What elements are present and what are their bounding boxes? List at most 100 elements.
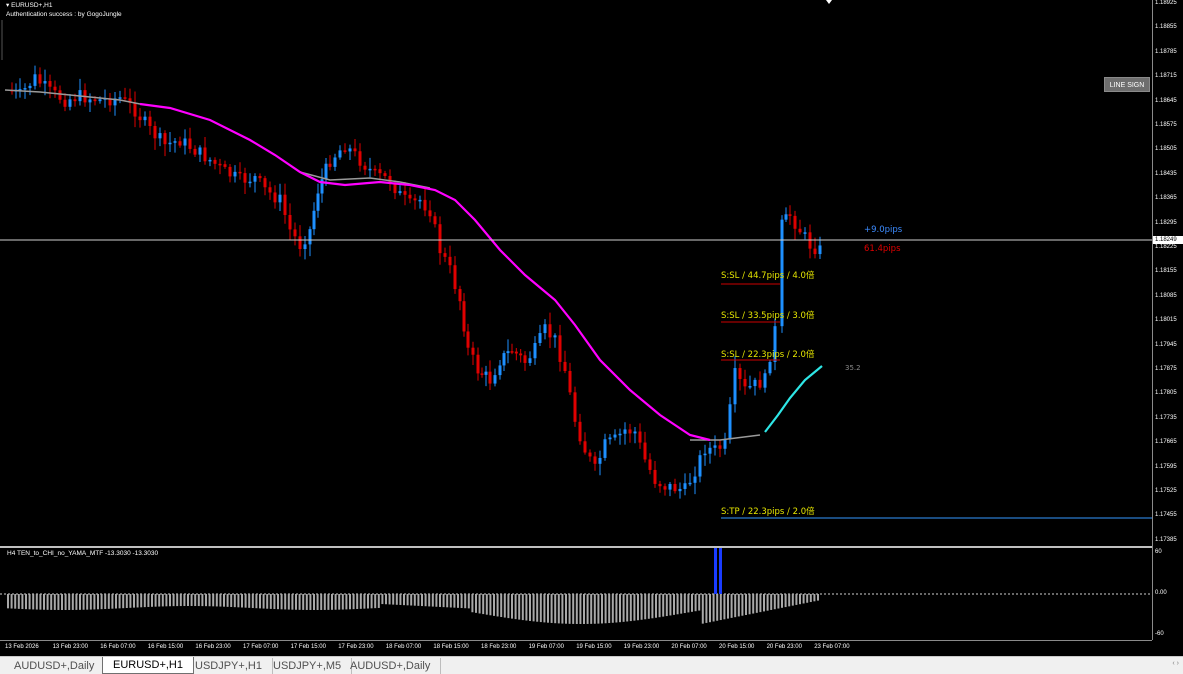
candle <box>588 449 592 462</box>
candle-body <box>388 175 392 184</box>
histogram-bar <box>241 594 243 608</box>
projection-line <box>764 365 823 433</box>
histogram-bar <box>417 594 420 606</box>
histogram-bar <box>320 594 323 610</box>
candle-body <box>48 81 52 87</box>
candle <box>43 69 47 96</box>
candle <box>506 339 510 364</box>
tab-usdjpy-m5[interactable]: USDJPY+,M5 <box>263 658 353 674</box>
histogram-bar <box>557 594 560 624</box>
histogram-bar <box>129 594 132 608</box>
candle <box>668 481 672 497</box>
histogram-bar <box>619 594 621 623</box>
signal-bar <box>714 548 717 594</box>
histogram-bar <box>385 594 387 605</box>
candle <box>553 333 557 348</box>
histogram-bar <box>665 594 668 617</box>
candle <box>623 422 627 445</box>
candle-body <box>502 353 506 366</box>
candle-body <box>688 482 692 485</box>
histogram-bar <box>575 594 578 624</box>
collapse-triangle-icon[interactable]: ▾ <box>6 2 10 9</box>
histogram-bar <box>471 594 474 613</box>
candle-body <box>528 358 532 363</box>
time-tick: 19 Feb 15:00 <box>576 644 612 650</box>
candle <box>583 432 587 455</box>
candle-body <box>698 455 702 477</box>
candle <box>678 482 682 499</box>
indicator-axis-top: 60 <box>1155 549 1162 555</box>
histogram-bar <box>784 594 787 608</box>
histogram-bar <box>496 594 499 617</box>
candle-body <box>628 429 632 434</box>
candle <box>462 293 466 337</box>
histogram-bar <box>597 594 600 624</box>
tab-audusd-daily-2[interactable]: AUDUSD+,Daily <box>340 658 442 674</box>
candle-body <box>303 244 307 250</box>
candle-body <box>128 98 132 103</box>
histogram-bar <box>421 594 423 607</box>
histogram-bar <box>593 594 596 624</box>
candle <box>780 215 784 333</box>
histogram-bar <box>237 594 240 608</box>
histogram-bar <box>561 594 564 624</box>
candle <box>403 181 407 206</box>
histogram-bar <box>57 594 60 610</box>
candle <box>10 82 14 95</box>
candle <box>283 183 287 224</box>
price-tick: 1.17595 <box>1155 463 1177 470</box>
candle <box>448 245 452 274</box>
candle <box>653 461 657 488</box>
candle-body <box>143 116 147 121</box>
candlestick-chart[interactable] <box>0 0 1152 546</box>
tab-eurusd-h1[interactable]: EURUSD+,H1 <box>102 657 194 674</box>
tab-audusd-daily[interactable]: AUDUSD+,Daily <box>4 658 106 674</box>
histogram-bar <box>611 594 614 623</box>
time-axis[interactable]: 13 Feb 2026 13 Feb 23:00 16 Feb 07:00 16 Fe… <box>0 640 1152 656</box>
candle <box>203 137 207 165</box>
histogram-bar <box>406 594 409 606</box>
candle-body <box>798 228 802 233</box>
candle <box>663 483 667 496</box>
histogram-bar <box>10 594 13 609</box>
histogram-bar <box>61 594 63 610</box>
pips-down-label: 61.4pips <box>864 244 901 254</box>
tab-scroll-arrows-icon[interactable]: ‹ › <box>1172 660 1179 667</box>
indicator-axis-mid: 0.00 <box>1155 590 1167 596</box>
candle-body <box>493 375 497 384</box>
candle-body <box>658 483 662 487</box>
candle-body <box>58 90 62 100</box>
candle <box>538 324 542 346</box>
histogram-bar <box>32 594 35 610</box>
candle-body <box>638 431 642 443</box>
histogram-bar <box>712 594 715 622</box>
histogram-bar <box>748 594 751 615</box>
candle <box>33 65 37 90</box>
candle-body <box>519 353 523 356</box>
candle-body <box>328 163 332 167</box>
candle-body <box>653 469 657 484</box>
candle-body <box>588 452 592 457</box>
price-axis[interactable]: 1.18925 1.18855 1.18785 1.18715 1.18645 1.185… <box>1152 0 1183 640</box>
candle <box>78 78 82 106</box>
candle-body <box>343 150 347 152</box>
pane-separator[interactable] <box>0 546 1152 548</box>
price-chart-pane[interactable]: ▾ EURUSD+,H1 Authentication success : by… <box>0 0 1152 546</box>
histogram-bar <box>428 594 431 607</box>
candle <box>312 202 316 236</box>
line-sign-button[interactable]: LINE SIGN <box>1104 77 1150 92</box>
sl-level-label-3: S:SL / 22.3pips / 2.0倍 <box>721 350 815 360</box>
histogram-bar <box>151 594 153 607</box>
candle <box>813 237 817 259</box>
time-tick: 13 Feb 2026 <box>5 644 39 650</box>
candle <box>548 312 552 349</box>
histogram-bar <box>601 594 603 624</box>
time-tick: 20 Feb 23:00 <box>766 644 802 650</box>
candle <box>368 157 372 178</box>
candle <box>243 167 247 194</box>
candle <box>68 94 72 111</box>
tab-usdjpy-h1[interactable]: USDJPY+,H1 <box>185 658 273 674</box>
histogram-bar <box>446 594 449 608</box>
projection-value-label: 35.2 <box>845 364 861 372</box>
indicator-pane[interactable]: H4 TEN_to_CHI_no_YAMA_MTF -13.3030 -13.3… <box>0 548 1152 640</box>
